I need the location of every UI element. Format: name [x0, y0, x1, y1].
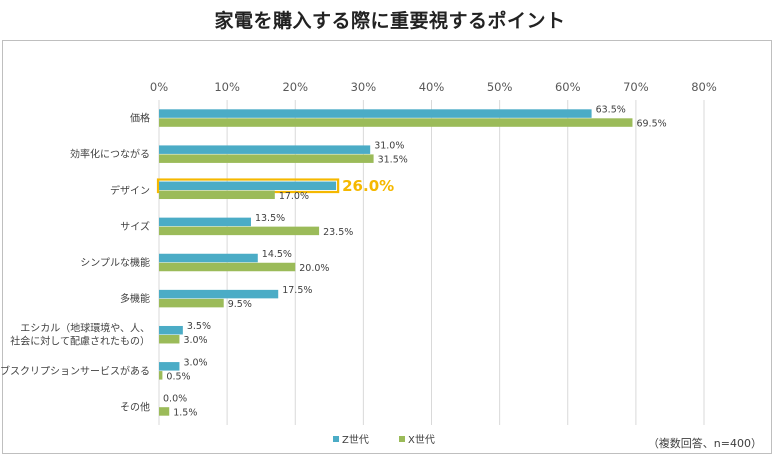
- value-label: 17.0%: [279, 191, 309, 202]
- category-label: エシカル（地球環境や、人、: [20, 322, 150, 335]
- legend-label: X世代: [408, 434, 435, 446]
- bar: [159, 190, 275, 200]
- value-label: 31.5%: [378, 155, 408, 166]
- x-tick-label: 50%: [487, 80, 513, 94]
- value-label: 0.5%: [166, 371, 190, 382]
- bar: [159, 181, 337, 191]
- x-tick-label: 20%: [282, 80, 308, 94]
- value-label: 69.5%: [636, 119, 666, 130]
- bar: [159, 253, 258, 263]
- bar: [159, 226, 320, 236]
- bar: [159, 371, 163, 380]
- value-label: 9.5%: [228, 299, 252, 310]
- category-label: 効率化につながる: [70, 148, 150, 161]
- x-tick-label: 0%: [150, 80, 168, 94]
- bar: [159, 298, 224, 308]
- bar: [159, 154, 374, 163]
- x-tick-label: 70%: [623, 80, 649, 94]
- bar: [159, 109, 592, 118]
- x-tick-label: 60%: [555, 80, 581, 94]
- x-tick-label: 40%: [419, 80, 445, 94]
- value-label: 3.0%: [183, 357, 207, 368]
- category-label: 社会に対して配慮されたもの）: [10, 335, 150, 348]
- value-label: 1.5%: [173, 407, 197, 418]
- legend-swatch: [333, 436, 339, 442]
- category-label: 価格: [130, 112, 150, 125]
- value-label: 0.0%: [163, 393, 187, 404]
- category-label: サブスクリプションサービスがある: [0, 364, 150, 377]
- legend-label: Z世代: [342, 434, 369, 446]
- value-label: 17.5%: [282, 285, 312, 296]
- chart-frame: [2, 40, 772, 454]
- value-label: 31.0%: [374, 141, 404, 152]
- bar: [159, 145, 371, 154]
- legend-swatch: [399, 436, 405, 442]
- value-label: 14.5%: [262, 249, 292, 260]
- category-label: その他: [120, 400, 150, 413]
- value-label: 13.5%: [255, 213, 285, 224]
- bar: [159, 407, 170, 416]
- bar: [159, 362, 180, 371]
- bar: [159, 118, 633, 127]
- category-label: サイズ: [120, 220, 150, 233]
- value-label: 20.0%: [299, 263, 329, 274]
- bar: [159, 217, 251, 227]
- category-label: デザイン: [110, 184, 150, 197]
- bar: [159, 325, 183, 335]
- highlight-value-label: 26.0%: [342, 177, 394, 195]
- category-label: シンプルな機能: [80, 256, 150, 269]
- bar: [159, 262, 296, 272]
- value-label: 23.5%: [323, 227, 353, 238]
- bar: [159, 334, 180, 344]
- sample-note: （複数回答、n=400）: [647, 437, 762, 450]
- x-tick-label: 80%: [691, 80, 717, 94]
- chart-title: 家電を購入する際に重要視するポイント: [214, 10, 566, 32]
- x-tick-label: 10%: [214, 80, 240, 94]
- value-label: 3.0%: [183, 335, 207, 346]
- value-label: 63.5%: [596, 105, 626, 116]
- category-label: 多機能: [120, 292, 150, 305]
- bar: [159, 289, 279, 299]
- x-tick-label: 30%: [351, 80, 377, 94]
- value-label: 3.5%: [187, 321, 211, 332]
